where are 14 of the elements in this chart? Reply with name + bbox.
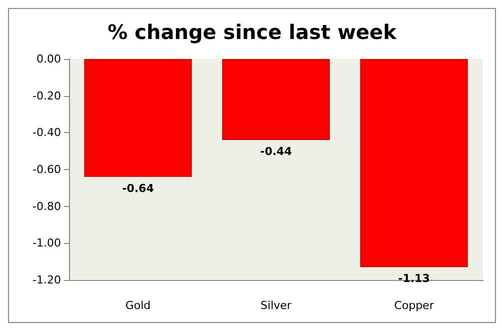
x-tick-label: Copper	[394, 299, 434, 312]
y-tick-label: -0.60	[32, 163, 61, 176]
data-label: -0.64	[122, 182, 154, 195]
y-tick-label: 0.00	[36, 52, 61, 66]
y-tick-label: -0.20	[32, 89, 61, 102]
data-label: -1.13	[398, 272, 430, 286]
x-tick-label: Silver	[260, 299, 292, 312]
chart-title: % change since last week	[108, 20, 398, 44]
x-tick-label: Gold	[125, 299, 151, 312]
y-tick-label: -0.40	[32, 126, 61, 140]
data-label: -0.44	[260, 145, 292, 158]
y-tick-label: -1.00	[32, 236, 61, 250]
y-tick-label: -0.80	[32, 200, 61, 213]
y-tick-label: -1.20	[32, 274, 61, 286]
